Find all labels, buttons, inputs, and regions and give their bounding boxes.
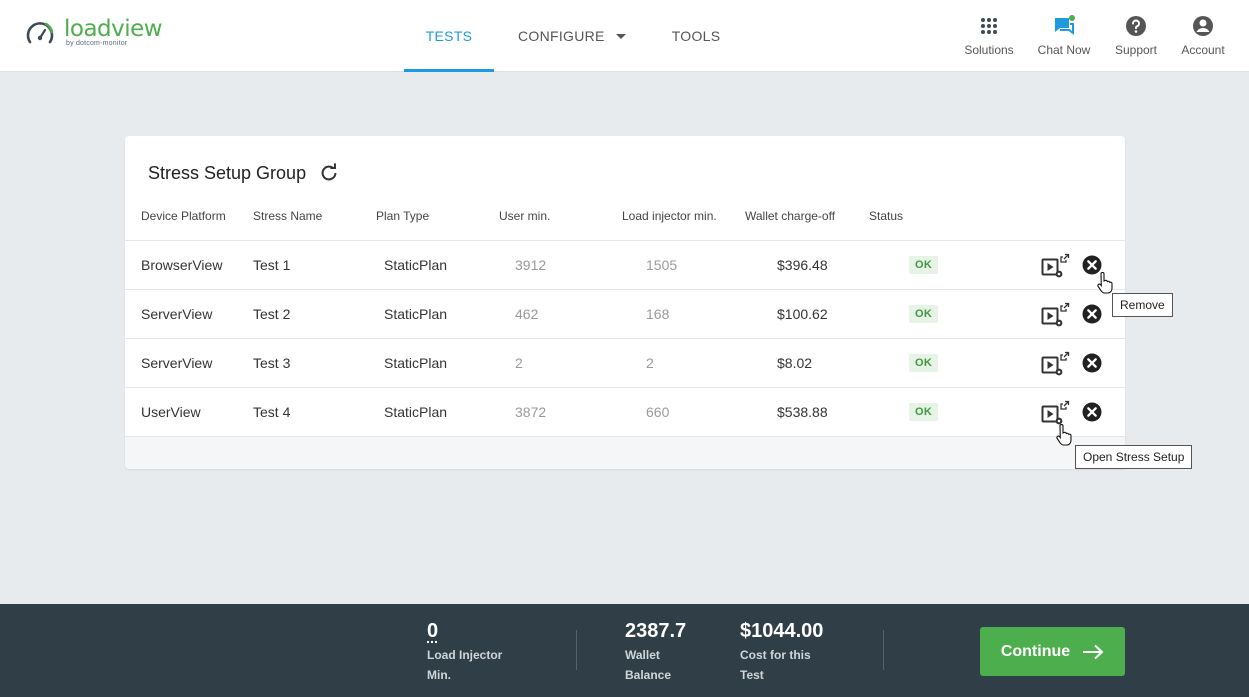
remove-tooltip: Remove	[1112, 293, 1173, 317]
cell-platform: UserView	[141, 404, 201, 420]
open-stress-setup-icon[interactable]	[1041, 302, 1071, 328]
open-stress-setup-icon[interactable]	[1041, 253, 1071, 279]
remove-icon[interactable]	[1082, 255, 1102, 275]
card-footer	[125, 436, 1125, 469]
table-row: UserView Test 4 StaticPlan 3872 660 $538…	[125, 387, 1125, 436]
account-circle-icon	[1191, 14, 1215, 38]
col-stress-name: Stress Name	[253, 209, 323, 223]
cell-injector-min: 1505	[646, 257, 678, 273]
cost-value: $1044.00	[740, 620, 824, 642]
cell-injector-min: 2	[646, 355, 654, 371]
chat-now-button[interactable]: Chat Now	[1031, 14, 1097, 57]
chat-now-label: Chat Now	[1037, 43, 1091, 57]
status-badge: OK	[909, 256, 939, 274]
load-injector-stat: 0 Load Injector Min.	[427, 620, 502, 685]
cell-plan-type: StaticPlan	[384, 306, 448, 322]
loadview-logo[interactable]: loadview by dotcom-monitor	[24, 16, 163, 50]
caret-down-icon	[615, 33, 626, 39]
nav-configure-label: CONFIGURE	[518, 28, 605, 44]
col-plan-type: Plan Type	[376, 209, 430, 223]
col-user-min: User min.	[499, 209, 551, 223]
hand-cursor-icon	[1056, 424, 1072, 446]
card-title-text: Stress Setup Group	[148, 162, 307, 183]
footer-divider	[883, 630, 884, 670]
open-stress-setup-icon[interactable]	[1041, 351, 1071, 377]
load-injector-value: 0	[427, 620, 439, 642]
cell-user-min: 462	[515, 306, 539, 322]
cell-platform: ServerView	[141, 355, 213, 371]
cell-plan-type: StaticPlan	[384, 404, 448, 420]
cell-user-min: 3912	[515, 257, 547, 273]
hand-cursor-icon	[1097, 272, 1113, 294]
wallet-balance-label-line1: Wallet	[625, 648, 660, 662]
speedometer-logo-icon	[26, 22, 54, 44]
cell-injector-min: 660	[646, 404, 670, 420]
cell-user-min: 2	[515, 355, 523, 371]
wallet-balance-label-line2: Balance	[625, 668, 672, 682]
continue-button[interactable]: Continue	[980, 627, 1125, 676]
cell-charge: $396.48	[777, 257, 828, 273]
account-label: Account	[1181, 43, 1225, 57]
logo-tagline: by dotcom-monitor	[66, 40, 128, 47]
remove-icon[interactable]	[1082, 402, 1102, 422]
cost-stat: $1044.00 Cost for this Test	[740, 620, 823, 685]
table-row: ServerView Test 3 StaticPlan 2 2 $8.02 O…	[125, 338, 1125, 387]
solutions-button[interactable]: Solutions	[951, 14, 1027, 57]
chat-bubble-icon	[1052, 14, 1076, 38]
col-status: Status	[869, 209, 904, 223]
cell-charge: $8.02	[777, 355, 813, 371]
help-circle-icon	[1124, 14, 1148, 38]
load-injector-label-line2: Min.	[427, 668, 451, 682]
remove-icon[interactable]	[1082, 353, 1102, 373]
cost-label-line2: Test	[740, 668, 764, 682]
cell-platform: BrowserView	[141, 257, 223, 273]
cell-charge: $100.62	[777, 306, 828, 322]
continue-label: Continue	[1000, 642, 1071, 660]
cell-stress-name: Test 3	[253, 355, 291, 371]
col-wallet-charge-off: Wallet charge-off	[745, 209, 836, 223]
nav-tests-tab[interactable]: TESTS	[404, 0, 494, 72]
account-button[interactable]: Account	[1175, 14, 1231, 57]
nav-configure-tab[interactable]: CONFIGURE	[518, 0, 626, 72]
cell-stress-name: Test 2	[253, 306, 291, 322]
table-header: Device Platform Stress Name Plan Type Us…	[125, 206, 1125, 240]
cell-stress-name: Test 4	[253, 404, 291, 420]
stress-setup-group-card: Stress Setup Group Device Platform Stres…	[125, 136, 1125, 469]
table-row: ServerView Test 2 StaticPlan 462 168 $10…	[125, 289, 1125, 338]
load-injector-label-line1: Load Injector	[427, 648, 503, 662]
support-button[interactable]: Support	[1108, 14, 1164, 57]
footer-divider	[576, 630, 577, 670]
cell-plan-type: StaticPlan	[384, 355, 448, 371]
remove-icon[interactable]	[1082, 304, 1102, 324]
top-nav-bar: loadview by dotcom-monitor TESTS CONFIGU…	[0, 0, 1249, 72]
status-badge: OK	[909, 305, 939, 323]
nav-tools-tab[interactable]: TOOLS	[671, 28, 721, 44]
cell-charge: $538.88	[777, 404, 828, 420]
status-badge: OK	[909, 354, 939, 372]
card-title: Stress Setup Group	[148, 162, 340, 184]
cell-stress-name: Test 1	[253, 257, 291, 273]
cost-label-line1: Cost for this	[740, 648, 811, 662]
logo-wordmark: loadview	[64, 16, 163, 42]
status-badge: OK	[909, 403, 939, 421]
open-stress-setup-tooltip: Open Stress Setup	[1075, 445, 1193, 469]
solutions-label: Solutions	[964, 43, 1014, 57]
arrow-right-icon	[1083, 644, 1104, 659]
support-label: Support	[1114, 43, 1158, 57]
cell-injector-min: 168	[646, 306, 670, 322]
wallet-balance-value: 2387.7	[625, 620, 687, 642]
wallet-balance-stat: 2387.7 Wallet Balance	[625, 620, 686, 685]
main-nav: TESTS CONFIGURE TOOLS	[404, 0, 720, 72]
cell-plan-type: StaticPlan	[384, 257, 448, 273]
grid-dots-icon	[977, 14, 1001, 38]
open-stress-setup-icon[interactable]	[1041, 400, 1071, 426]
col-device-platform: Device Platform	[141, 209, 226, 223]
col-load-injector-min: Load injector min.	[622, 209, 717, 223]
refresh-icon[interactable]	[318, 162, 340, 184]
cell-platform: ServerView	[141, 306, 213, 322]
table-row: BrowserView Test 1 StaticPlan 3912 1505 …	[125, 240, 1125, 289]
summary-footer-bar: 0 Load Injector Min. 2387.7 Wallet Balan…	[0, 604, 1249, 697]
cell-user-min: 3872	[515, 404, 547, 420]
